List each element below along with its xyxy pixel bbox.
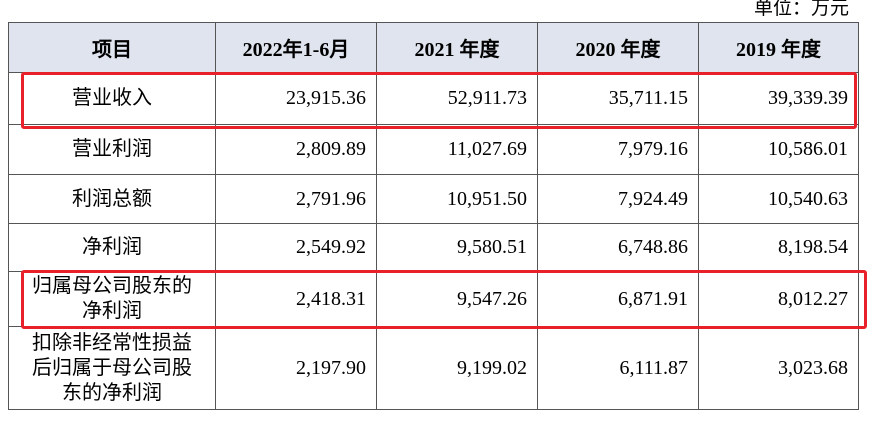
row-label-cell: 扣除非经常性损益后归属于母公司股东的净利润: [8, 326, 216, 410]
financial-table: 项目 2022年1-6月 2021 年度 2020 年度 2019 年度 营业收入 23,…: [8, 22, 859, 410]
table-row: 归属母公司股东的净利润 2,418.31 9,547.26 6,871.91 8,012…: [8, 271, 859, 327]
table-row: 营业收入 23,915.36 52,911.73 35,711.15 39,339.39: [8, 72, 859, 125]
row-label-cell: 营业利润: [8, 124, 216, 175]
row-label-cell: 营业收入: [8, 72, 216, 125]
header-cell: 2022年1-6月: [215, 22, 377, 73]
value-cell: 2,809.89: [215, 124, 377, 175]
value-cell: 7,924.49: [537, 174, 699, 224]
header-cell: 2021 年度: [376, 22, 538, 73]
value-cell: 7,979.16: [537, 124, 699, 175]
table-row: 利润总额 2,791.96 10,951.50 7,924.49 10,540.63: [8, 174, 859, 224]
value-cell: 10,586.01: [698, 124, 859, 175]
row-label-cell: 利润总额: [8, 174, 216, 224]
value-cell: 3,023.68: [698, 326, 859, 410]
row-label-cell: 净利润: [8, 223, 216, 272]
value-cell: 9,199.02: [376, 326, 538, 410]
highlight-box: [21, 270, 867, 329]
value-cell: 52,911.73: [376, 72, 538, 125]
table-row: 净利润 2,549.92 9,580.51 6,748.86 8,198.54: [8, 223, 859, 272]
value-cell: 9,580.51: [376, 223, 538, 272]
highlight-box: [21, 72, 857, 129]
row-label: 利润总额: [72, 187, 152, 210]
header-row: 项目 2022年1-6月 2021 年度 2020 年度 2019 年度: [8, 22, 859, 73]
unit-label: 单位：万元: [753, 0, 849, 19]
value-cell: 10,540.63: [698, 174, 859, 224]
value-cell: 39,339.39: [698, 72, 859, 125]
value-cell: 2,791.96: [215, 174, 377, 224]
header-cell: 项目: [8, 22, 216, 73]
row-label: 归属母公司股东的净利润: [32, 275, 192, 322]
value-cell: 8,198.54: [698, 223, 859, 272]
row-label-cell: 归属母公司股东的净利润: [8, 271, 216, 327]
value-cell: 2,197.90: [215, 326, 377, 410]
table-row: 扣除非经常性损益后归属于母公司股东的净利润 2,197.90 9,199.02 6,1…: [8, 326, 859, 410]
value-cell: 9,547.26: [376, 271, 538, 327]
header-cell: 2020 年度: [537, 22, 699, 73]
row-label: 净利润: [82, 236, 142, 258]
header-cell: 2019 年度: [698, 22, 859, 73]
row-label: 营业利润: [72, 138, 152, 160]
value-cell: 23,915.36: [215, 72, 377, 125]
value-cell: 10,951.50: [376, 174, 538, 224]
row-label: 营业收入: [72, 87, 152, 109]
value-cell: 11,027.69: [376, 124, 538, 175]
value-cell: 35,711.15: [537, 72, 699, 125]
value-cell: 6,111.87: [537, 326, 699, 410]
row-label: 扣除非经常性损益后归属于母公司股东的净利润: [32, 331, 192, 404]
value-cell: 2,549.92: [215, 223, 377, 272]
table-row: 营业利润 2,809.89 11,027.69 7,979.16 10,586.01: [8, 124, 859, 175]
value-cell: 6,748.86: [537, 223, 699, 272]
